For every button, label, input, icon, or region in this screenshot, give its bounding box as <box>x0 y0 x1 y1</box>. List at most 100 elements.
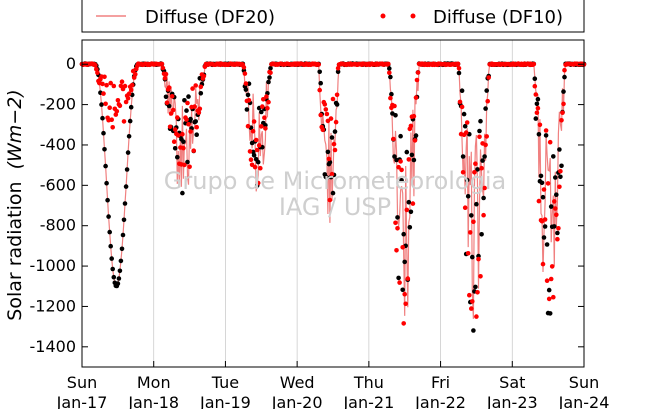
data-point-df10 <box>540 261 546 267</box>
data-point-black <box>408 209 414 215</box>
data-point-df10 <box>554 212 559 218</box>
data-point-black <box>462 123 468 129</box>
data-point-black <box>401 231 407 237</box>
data-point-df10 <box>101 91 106 96</box>
data-point-black <box>409 152 415 158</box>
data-point-df10 <box>546 296 552 302</box>
data-point-black <box>330 190 336 196</box>
data-point-black <box>562 74 567 80</box>
data-point-df10 <box>464 120 470 125</box>
data-point-df10 <box>476 256 481 262</box>
data-point-black <box>413 133 419 138</box>
data-point-black <box>188 116 193 122</box>
data-point-df10 <box>410 201 416 206</box>
data-point-black <box>198 91 204 96</box>
x-tick-label-date: Jan-22 <box>414 393 466 409</box>
data-point-black <box>324 175 330 181</box>
data-point-df10 <box>553 206 558 211</box>
data-point-df10 <box>552 199 557 204</box>
data-point-black <box>104 180 109 186</box>
data-point-df10 <box>486 75 492 80</box>
data-point-df10 <box>114 109 120 114</box>
data-point-black <box>534 101 540 107</box>
legend: Diffuse (DF20) Diffuse (DF10) <box>81 0 585 33</box>
data-point-black <box>268 65 273 71</box>
data-point-df10 <box>473 161 478 166</box>
data-point-df10 <box>555 236 560 242</box>
data-point-df10 <box>465 251 471 256</box>
data-point-df10 <box>108 80 113 86</box>
data-point-df10 <box>95 70 100 75</box>
data-point-df10 <box>254 147 260 153</box>
data-point-black <box>103 163 108 169</box>
data-point-black <box>120 232 126 238</box>
data-point-black <box>411 157 417 163</box>
data-point-df10 <box>393 220 398 226</box>
data-point-black <box>473 284 478 290</box>
data-point-black <box>100 115 105 121</box>
x-tick-label-day: Mon <box>137 373 171 392</box>
data-point-df10 <box>396 164 401 170</box>
data-point-df10 <box>162 75 168 81</box>
data-point-df10 <box>168 111 174 116</box>
data-point-black <box>128 104 134 110</box>
data-point-black <box>181 139 186 144</box>
data-point-black <box>533 116 539 121</box>
data-point-black <box>543 133 549 138</box>
data-point-df10 <box>241 65 247 70</box>
data-point-black <box>546 287 552 293</box>
data-point-df10 <box>481 212 486 218</box>
data-point-black <box>532 76 538 81</box>
data-point-df10 <box>180 131 185 137</box>
data-point-black <box>551 154 556 159</box>
data-point-df10 <box>534 110 540 115</box>
data-point-df10 <box>109 117 114 122</box>
data-point-df10 <box>556 226 561 231</box>
data-point-df10 <box>181 145 186 151</box>
data-point-df10 <box>401 321 407 326</box>
legend-marker-df10-a <box>380 13 386 19</box>
data-point-df10 <box>334 92 340 98</box>
legend-box <box>81 0 585 33</box>
data-point-black <box>334 102 340 107</box>
data-point-df10 <box>402 291 408 297</box>
data-point-black <box>395 215 400 220</box>
data-point-df10 <box>255 180 261 186</box>
data-point-df10 <box>170 107 176 113</box>
data-point-df10 <box>535 105 541 111</box>
data-point-df10 <box>411 113 417 119</box>
data-point-black <box>102 147 107 152</box>
data-point-df10 <box>262 115 267 120</box>
data-point-df10 <box>320 127 326 133</box>
data-point-black <box>465 194 471 199</box>
data-point-df10 <box>117 103 123 109</box>
data-point-df10 <box>123 99 129 105</box>
x-tick-label-date: Jan-18 <box>127 393 179 409</box>
data-point-df10 <box>403 301 409 307</box>
data-point-black <box>123 184 129 189</box>
data-point-black <box>329 135 335 140</box>
data-point-df10 <box>471 219 476 225</box>
data-point-df10 <box>460 170 466 175</box>
data-point-df10 <box>133 71 138 77</box>
data-point-black <box>559 163 564 169</box>
data-point-df10 <box>398 159 403 164</box>
data-point-black <box>267 75 272 80</box>
data-point-df10 <box>323 107 329 112</box>
data-point-df10 <box>191 148 196 153</box>
data-point-df10 <box>317 87 323 93</box>
data-point-df10 <box>184 117 189 122</box>
data-point-black <box>553 175 558 180</box>
y-tick-label: -1400 <box>30 337 77 356</box>
data-point-black <box>535 96 541 102</box>
data-point-df10 <box>167 124 173 130</box>
data-point-df10 <box>412 138 418 143</box>
data-point-df10 <box>129 82 135 88</box>
data-point-black <box>175 154 180 160</box>
data-point-df10 <box>387 70 392 76</box>
data-point-black <box>484 88 490 93</box>
data-point-df10 <box>547 139 553 145</box>
x-tick-label-date: Jan-21 <box>342 393 394 409</box>
data-point-black <box>558 174 563 180</box>
